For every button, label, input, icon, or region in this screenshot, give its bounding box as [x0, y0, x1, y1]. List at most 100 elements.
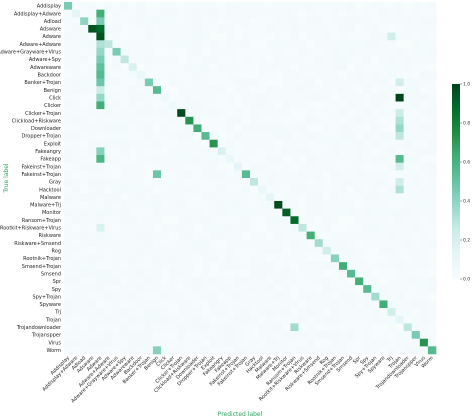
heatmap-cell: [241, 47, 251, 56]
heatmap-cell: [250, 223, 259, 232]
heatmap-cell: [258, 185, 267, 194]
heatmap-cell: [419, 193, 429, 202]
heatmap-cell: [387, 101, 396, 110]
heatmap-cell: [411, 32, 421, 41]
heatmap-cell: [201, 308, 210, 317]
heatmap-cell: [355, 277, 364, 286]
heatmap-cell: [379, 300, 388, 309]
heatmap-cell: [427, 162, 437, 171]
heatmap-cell: [274, 269, 283, 278]
heatmap-cell: [322, 139, 332, 148]
heatmap-cell: [355, 78, 364, 87]
heatmap-cell: [379, 315, 388, 324]
heatmap-cell: [419, 200, 429, 209]
heatmap-cell: [290, 223, 299, 232]
heatmap-cell: [241, 200, 251, 209]
heatmap-cell: [379, 231, 388, 240]
heatmap-cell: [250, 262, 259, 271]
heatmap-cell: [250, 315, 259, 324]
heatmap-cell: [258, 193, 267, 202]
heatmap-cell: [250, 63, 259, 72]
heatmap-cell: [152, 139, 162, 148]
heatmap-cell: [177, 200, 186, 209]
heatmap-cell: [387, 40, 396, 49]
heatmap-cell: [152, 17, 162, 26]
heatmap-cell: [250, 55, 259, 64]
heatmap-cell: [120, 40, 129, 49]
heatmap-cell: [64, 116, 73, 125]
heatmap-cell: [363, 277, 372, 286]
heatmap-cell: [80, 24, 89, 33]
heatmap-cell: [217, 155, 227, 163]
heatmap-cell: [387, 47, 396, 56]
heatmap-cell: [96, 262, 105, 271]
heatmap-cell: [419, 323, 429, 332]
heatmap-cell: [347, 170, 356, 179]
heatmap-cell: [241, 277, 251, 286]
heatmap-cell: [306, 109, 315, 118]
heatmap-cell: [274, 246, 283, 255]
heatmap-cell: [64, 162, 73, 171]
heatmap-cell: [250, 24, 259, 33]
heatmap-cell: [338, 262, 348, 271]
heatmap-cell: [322, 200, 332, 209]
heatmap-cell: [274, 32, 283, 41]
heatmap-cell: [403, 285, 413, 294]
heatmap-cell: [379, 24, 388, 33]
heatmap-cell: [112, 86, 121, 95]
heatmap-cell: [217, 239, 227, 248]
heatmap-cell: [274, 55, 283, 64]
heatmap-cell: [314, 285, 324, 294]
heatmap-cell: [104, 208, 113, 217]
heatmap-cell: [411, 124, 421, 133]
heatmap-cell: [201, 292, 210, 301]
heatmap-cell: [250, 246, 259, 255]
heatmap-cell: [411, 254, 421, 263]
heatmap-cell: [233, 139, 243, 148]
heatmap-cell: [250, 124, 259, 133]
heatmap-cell: [419, 162, 429, 171]
heatmap-cell: [241, 17, 251, 26]
heatmap-cell: [250, 32, 259, 41]
heatmap-cell: [209, 346, 218, 355]
heatmap-cell: [152, 86, 162, 95]
heatmap-cell: [72, 32, 81, 41]
heatmap-cell: [290, 162, 299, 171]
heatmap-cell: [298, 331, 307, 339]
heatmap-cell: [347, 155, 356, 163]
heatmap-cell: [387, 155, 396, 163]
heatmap-cell: [266, 70, 275, 79]
heatmap-cell: [330, 292, 340, 301]
heatmap-cell: [161, 32, 170, 41]
heatmap-cell: [136, 124, 146, 133]
heatmap-cell: [152, 292, 162, 301]
heatmap-cell: [355, 300, 364, 309]
heatmap-cell: [363, 24, 372, 33]
heatmap-cell: [193, 116, 202, 125]
heatmap-cell: [72, 323, 81, 332]
heatmap-cell: [225, 185, 235, 194]
heatmap-cell: [161, 269, 170, 278]
heatmap-cell: [128, 200, 138, 209]
heatmap-cell: [64, 200, 73, 209]
heatmap-cell: [201, 147, 210, 156]
heatmap-cell: [185, 24, 194, 33]
heatmap-cell: [225, 116, 235, 125]
heatmap-cell: [338, 124, 348, 133]
heatmap-cell: [355, 109, 364, 118]
heatmap-cell: [419, 47, 429, 56]
heatmap-cell: [169, 170, 178, 179]
heatmap-cell: [274, 9, 283, 18]
heatmap-cell: [395, 315, 404, 324]
heatmap-cell: [274, 147, 283, 156]
heatmap-cell: [250, 109, 259, 118]
heatmap-cell: [290, 315, 299, 324]
heatmap-cell: [322, 254, 332, 263]
heatmap-cell: [363, 185, 372, 194]
heatmap-cell: [88, 338, 97, 347]
heatmap-cell: [379, 78, 388, 87]
heatmap-cell: [330, 231, 340, 240]
heatmap-cell: [225, 346, 235, 355]
heatmap-cell: [355, 178, 364, 186]
heatmap-cell: [330, 147, 340, 156]
